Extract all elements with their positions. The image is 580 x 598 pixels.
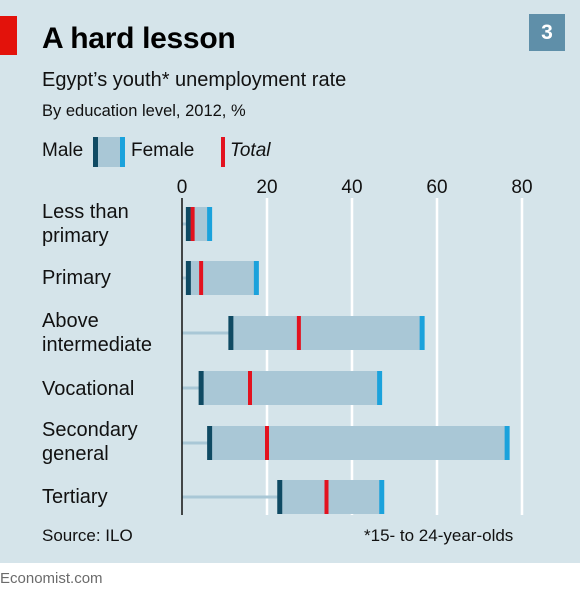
female-marker-3 xyxy=(377,371,383,405)
female-marker-1 xyxy=(253,261,259,295)
male-marker-0 xyxy=(185,207,191,241)
total-marker-3 xyxy=(248,371,252,405)
source-note: Source: ILO xyxy=(42,526,133,545)
legend-male-label: Male xyxy=(42,140,84,161)
male-marker-2 xyxy=(228,316,234,350)
female-marker-0 xyxy=(207,207,213,241)
range-band-3 xyxy=(201,371,380,405)
x-tick-label-60: 60 xyxy=(426,177,447,198)
category-label-primary: Primary xyxy=(42,267,111,289)
total-marker-4 xyxy=(265,426,269,460)
female-marker-4 xyxy=(504,426,510,460)
legend-female-label: Female xyxy=(131,140,195,161)
category-label-secondary-general: Secondary general xyxy=(42,419,138,465)
chart-units-note: By education level, 2012, % xyxy=(42,102,246,120)
chart-number-badge: 3 xyxy=(529,14,565,51)
range-band-4 xyxy=(209,426,508,460)
total-marker-5 xyxy=(324,480,329,514)
category-label-tertiary: Tertiary xyxy=(42,486,108,508)
legend-range-swatch xyxy=(93,137,125,167)
x-tick-label-0: 0 xyxy=(177,177,188,198)
chart-subtitle: Egypt’s youth* unemployment rate xyxy=(42,69,347,91)
female-marker-2 xyxy=(419,316,425,350)
male-marker-3 xyxy=(198,371,204,405)
brand-red-tag xyxy=(0,16,17,55)
brand-footer: Economist.com xyxy=(0,570,103,587)
total-marker-1 xyxy=(199,261,204,295)
legend-total-marker xyxy=(221,137,225,167)
x-tick-label-20: 20 xyxy=(256,177,277,198)
footnote: *15- to 24-year-olds xyxy=(364,526,514,545)
x-tick-label-40: 40 xyxy=(341,177,362,198)
chart-plot: 0 20 40 60 80 xyxy=(177,177,533,515)
range-band-1 xyxy=(188,261,257,295)
range-band-5 xyxy=(279,480,382,514)
male-marker-1 xyxy=(185,261,191,295)
category-label-less-than-primary: Less than primary xyxy=(42,201,129,247)
x-tick-label-80: 80 xyxy=(511,177,532,198)
legend-male-marker xyxy=(93,137,98,167)
female-marker-5 xyxy=(379,480,385,514)
category-label-above-intermediate: Above intermediate xyxy=(42,310,153,356)
category-label-vocational: Vocational xyxy=(42,378,135,400)
chart-panel xyxy=(0,0,580,563)
range-band-2 xyxy=(230,316,423,350)
legend-total-label: Total xyxy=(230,140,271,161)
chart-title: A hard lesson xyxy=(42,22,236,55)
legend-female-marker xyxy=(120,137,125,167)
total-marker-2 xyxy=(296,316,301,350)
male-marker-4 xyxy=(207,426,213,460)
total-marker-0 xyxy=(190,207,195,241)
male-marker-5 xyxy=(277,480,283,514)
